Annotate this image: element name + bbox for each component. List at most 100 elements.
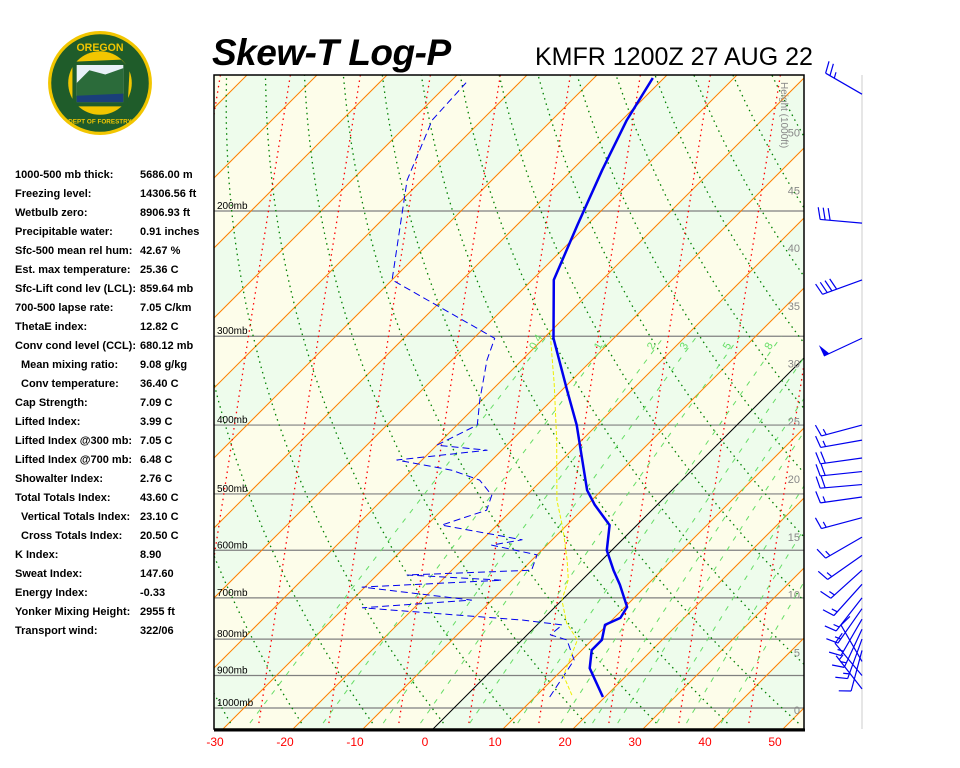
- moist-adiabat-line: [819, 53, 924, 723]
- mixing-ratio-label: 2: [645, 341, 658, 352]
- index-label: Lifted Index @300 mb:: [15, 435, 133, 447]
- mixing-ratio-label: 5: [721, 341, 734, 352]
- wind-barb-flag: [820, 451, 826, 464]
- wind-barb-staff: [823, 337, 863, 357]
- wind-barb-flag: [831, 664, 845, 668]
- height-axis-label: Height (1000ft): [778, 82, 789, 148]
- index-value: 42.67 %: [140, 245, 181, 257]
- moist-adiabat-line: [0, 53, 84, 723]
- x-tick-label: 40: [698, 735, 712, 749]
- isotherm-line: [214, 75, 388, 249]
- wind-barb-staff: [827, 554, 863, 580]
- wind-barb-flag: [815, 452, 821, 465]
- pressure-label: 500mb: [217, 484, 248, 495]
- wind-barb-staff: [835, 597, 863, 632]
- x-tick-label: -30: [206, 735, 224, 749]
- dry-adiabat-line: [342, 75, 657, 724]
- height-tick-label: 5: [794, 647, 800, 659]
- wind-barb-half-flag: [826, 572, 833, 578]
- isotherm-line: [642, 567, 804, 729]
- wind-barb-half-flag: [833, 72, 837, 79]
- wind-barb-staff: [837, 608, 863, 644]
- moist-adiabat-line: [468, 75, 572, 724]
- index-label: 1000-500 mb thick:: [15, 169, 114, 181]
- wind-barb-flag: [825, 61, 830, 74]
- index-label: Est. max temperature:: [15, 264, 131, 276]
- wind-barb-staff: [822, 279, 863, 295]
- oregon-department-of-forestry-logo: OREGON DEPT OF FORESTRY: [48, 31, 152, 135]
- index-value: 7.05 C/km: [140, 302, 192, 314]
- index-label: Sfc-Lift cond lev (LCL):: [15, 283, 136, 295]
- index-value: 7.05 C: [140, 435, 173, 447]
- wind-barb-staff: [820, 483, 863, 489]
- wind-barb-staff: [843, 629, 863, 668]
- height-tick-label: 15: [788, 532, 800, 544]
- index-label: Total Totals Index:: [15, 492, 111, 504]
- pressure-label: 400mb: [217, 415, 248, 426]
- dry-adiabat-line: [876, 53, 960, 723]
- parcel-line: [549, 329, 578, 696]
- wind-barb-flag: [814, 517, 822, 529]
- wind-barb: [817, 207, 863, 224]
- index-label: 700-500 lapse rate:: [15, 302, 114, 314]
- isotherm-band: [853, 75, 960, 729]
- x-tick-label: -10: [346, 735, 364, 749]
- isotherm-line: [292, 217, 804, 729]
- wind-barb-half-flag: [831, 608, 838, 613]
- index-value: 25.36 C: [140, 264, 179, 276]
- moist-adiabat-line: [49, 53, 154, 723]
- moist-adiabat-line: [398, 75, 502, 724]
- dewpoint-line: [361, 82, 575, 698]
- isotherm-line: [502, 427, 804, 729]
- wind-barb-flag: [840, 616, 851, 626]
- dry-adiabat-line: [615, 75, 804, 410]
- mixing-ratio-line: [686, 528, 804, 724]
- wind-barb-flag: [814, 424, 822, 437]
- isotherm-line: [782, 707, 804, 729]
- index-value: 20.50 C: [140, 530, 179, 542]
- index-label: Lifted Index @700 mb:: [15, 454, 133, 466]
- index-value: 2.76 C: [140, 473, 173, 485]
- wind-barb-pennant: [818, 345, 830, 357]
- index-label: Energy Index:: [15, 587, 88, 599]
- wind-barb-staff: [840, 618, 863, 656]
- temperature-line: [552, 77, 654, 698]
- isotherm-band: [214, 78, 804, 729]
- dry-adiabat-line: [800, 53, 960, 723]
- index-label: ThetaE index:: [15, 321, 88, 333]
- svg-text:OREGON: OREGON: [76, 42, 123, 54]
- mixing-ratio-line: [517, 335, 782, 724]
- index-value: 322/06: [140, 625, 174, 637]
- index-value: 14306.56 ft: [140, 188, 197, 200]
- moist-adiabat-line: [608, 75, 712, 724]
- wind-barb: [835, 638, 863, 680]
- dry-adiabat-line: [420, 75, 799, 724]
- wind-barb-flag: [827, 208, 831, 221]
- height-tick-label: 40: [788, 243, 800, 255]
- wind-barb: [820, 569, 863, 599]
- dry-adiabat-line: [914, 53, 960, 723]
- pressure-label: 300mb: [217, 326, 248, 337]
- wind-barb: [840, 616, 863, 662]
- moist-adiabat-line: [328, 75, 432, 724]
- wind-barb: [814, 424, 863, 437]
- mixing-ratio-line: [469, 335, 741, 724]
- moist-adiabat-line: [748, 360, 804, 724]
- mixing-ratio-label: 1: [592, 341, 605, 352]
- wind-barb: [817, 554, 863, 580]
- wind-barb-flag: [815, 476, 821, 489]
- wind-barb-half-flag: [825, 550, 831, 557]
- isotherm-line: [214, 75, 248, 109]
- index-label: Freezing level:: [15, 188, 92, 200]
- wind-barb: [815, 278, 863, 295]
- wind-barb-flag: [824, 280, 833, 292]
- mixing-ratio-line: [656, 485, 804, 724]
- wind-barb-flag: [822, 207, 826, 220]
- station-time-label: KMFR 1200Z 27 AUG 22: [535, 43, 813, 71]
- wind-barb: [818, 337, 863, 357]
- wind-barb-staff: [820, 218, 863, 224]
- x-tick-label: 30: [628, 735, 642, 749]
- dry-adiabat-line: [264, 75, 515, 724]
- index-label: Vertical Totals Index:: [21, 511, 131, 523]
